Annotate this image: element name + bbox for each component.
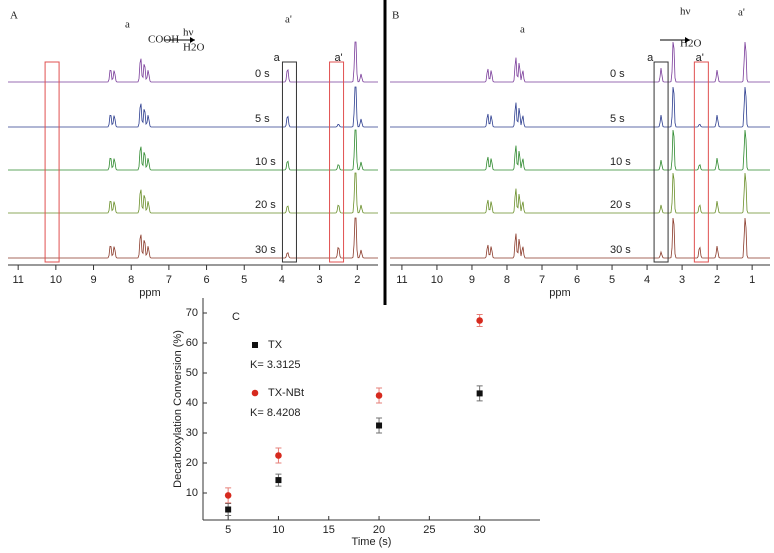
annotation: K= 8.4208 (250, 407, 300, 419)
spectrum-trace (390, 129, 770, 171)
x-tick-label: 5 (609, 274, 615, 286)
x-tick-label: 10 (50, 274, 62, 286)
highlight-box (281, 61, 297, 263)
x-axis-label: Time (s) (352, 536, 392, 548)
x-tick-label: 9 (469, 274, 475, 286)
y-tick-label: 40 (186, 397, 198, 409)
y-tick-label: 60 (186, 337, 198, 349)
arrow-head (685, 37, 690, 43)
highlight-box (44, 61, 60, 263)
scheme-label: H2O (680, 38, 701, 50)
x-tick-label: 5 (225, 524, 231, 536)
time-label: 20 s (610, 199, 631, 211)
data-point (224, 492, 232, 499)
data-point (476, 317, 483, 324)
x-tick-label: 3 (679, 274, 685, 286)
time-label: 5 s (610, 113, 625, 125)
legend-label: TX (268, 339, 283, 351)
y-tick-label: 30 (186, 427, 198, 439)
legend-label: TX-NBt (268, 387, 304, 399)
x-axis-label: ppm (549, 287, 570, 299)
scheme-label: a' (738, 7, 745, 19)
x-tick-label: 8 (128, 274, 134, 286)
time-label: 0 s (255, 68, 270, 80)
time-label: 30 s (610, 244, 631, 256)
data-point (275, 452, 282, 459)
x-tick-label: 10 (431, 274, 443, 286)
time-label: 20 s (255, 199, 276, 211)
panel-label: A (10, 10, 18, 22)
spectrum-trace (390, 41, 770, 83)
x-tick-label: 8 (504, 274, 510, 286)
arrow-head (190, 37, 195, 43)
scheme-label: COOH (148, 34, 179, 46)
x-tick-label: 10 (272, 524, 284, 536)
scheme-label: a' (285, 14, 292, 26)
spectrum-trace (390, 86, 770, 128)
x-tick-label: 2 (354, 274, 360, 286)
x-tick-label: 25 (423, 524, 435, 536)
legend-marker (252, 342, 258, 348)
x-tick-label: 7 (166, 274, 172, 286)
y-tick-label: 10 (186, 487, 198, 499)
highlight-box (329, 61, 345, 263)
x-tick-label: 6 (574, 274, 580, 286)
spectrum-trace (390, 172, 770, 214)
x-tick-label: 2 (714, 274, 720, 286)
data-point (476, 390, 483, 397)
peak-label: a' (696, 52, 704, 64)
annotation: K= 3.3125 (250, 359, 300, 371)
x-tick-label: 20 (373, 524, 385, 536)
spectrum-trace (8, 217, 378, 259)
y-tick-label: 50 (186, 367, 198, 379)
x-tick-label: 1 (749, 274, 755, 286)
data-point (225, 506, 232, 513)
spectrum-trace (390, 217, 770, 259)
peak-label: a (274, 52, 281, 64)
x-tick-label: 3 (317, 274, 323, 286)
y-tick-label: 70 (186, 307, 198, 319)
highlight-box (653, 61, 669, 263)
spectrum-trace (8, 129, 378, 171)
peak-label: a' (334, 52, 342, 64)
peak-label: a (647, 52, 654, 64)
time-label: 0 s (610, 68, 625, 80)
data-point (375, 392, 383, 399)
x-tick-label: 11 (396, 274, 407, 286)
y-axis-label: Decarboxylation Conversion (%) (172, 330, 184, 488)
data-point (376, 422, 383, 429)
time-label: 10 s (610, 156, 631, 168)
time-label: 5 s (255, 113, 270, 125)
panel-label: B (392, 10, 399, 22)
x-tick-label: 5 (241, 274, 247, 286)
spectrum-trace (8, 41, 378, 83)
scheme-label: H2O (183, 42, 204, 54)
spectrum-trace (8, 172, 378, 214)
data-point (275, 477, 282, 484)
x-axis-label: ppm (139, 287, 160, 299)
x-tick-label: 4 (644, 274, 650, 286)
time-label: 10 s (255, 156, 276, 168)
scheme-label: hν (183, 27, 194, 39)
x-tick-label: 11 (12, 274, 23, 286)
scheme-label: a (125, 19, 130, 31)
x-tick-label: 15 (323, 524, 335, 536)
panel-label: C (232, 311, 240, 323)
x-tick-label: 30 (474, 524, 486, 536)
x-tick-label: 7 (539, 274, 545, 286)
x-tick-label: 9 (90, 274, 96, 286)
spectrum-trace (8, 86, 378, 128)
y-tick-label: 20 (186, 457, 198, 469)
x-tick-label: 4 (279, 274, 285, 286)
scheme-label: a (520, 24, 525, 36)
scheme-label: hν (680, 6, 691, 18)
x-tick-label: 6 (204, 274, 210, 286)
legend-marker (251, 389, 259, 397)
time-label: 30 s (255, 244, 276, 256)
highlight-box (693, 61, 709, 263)
